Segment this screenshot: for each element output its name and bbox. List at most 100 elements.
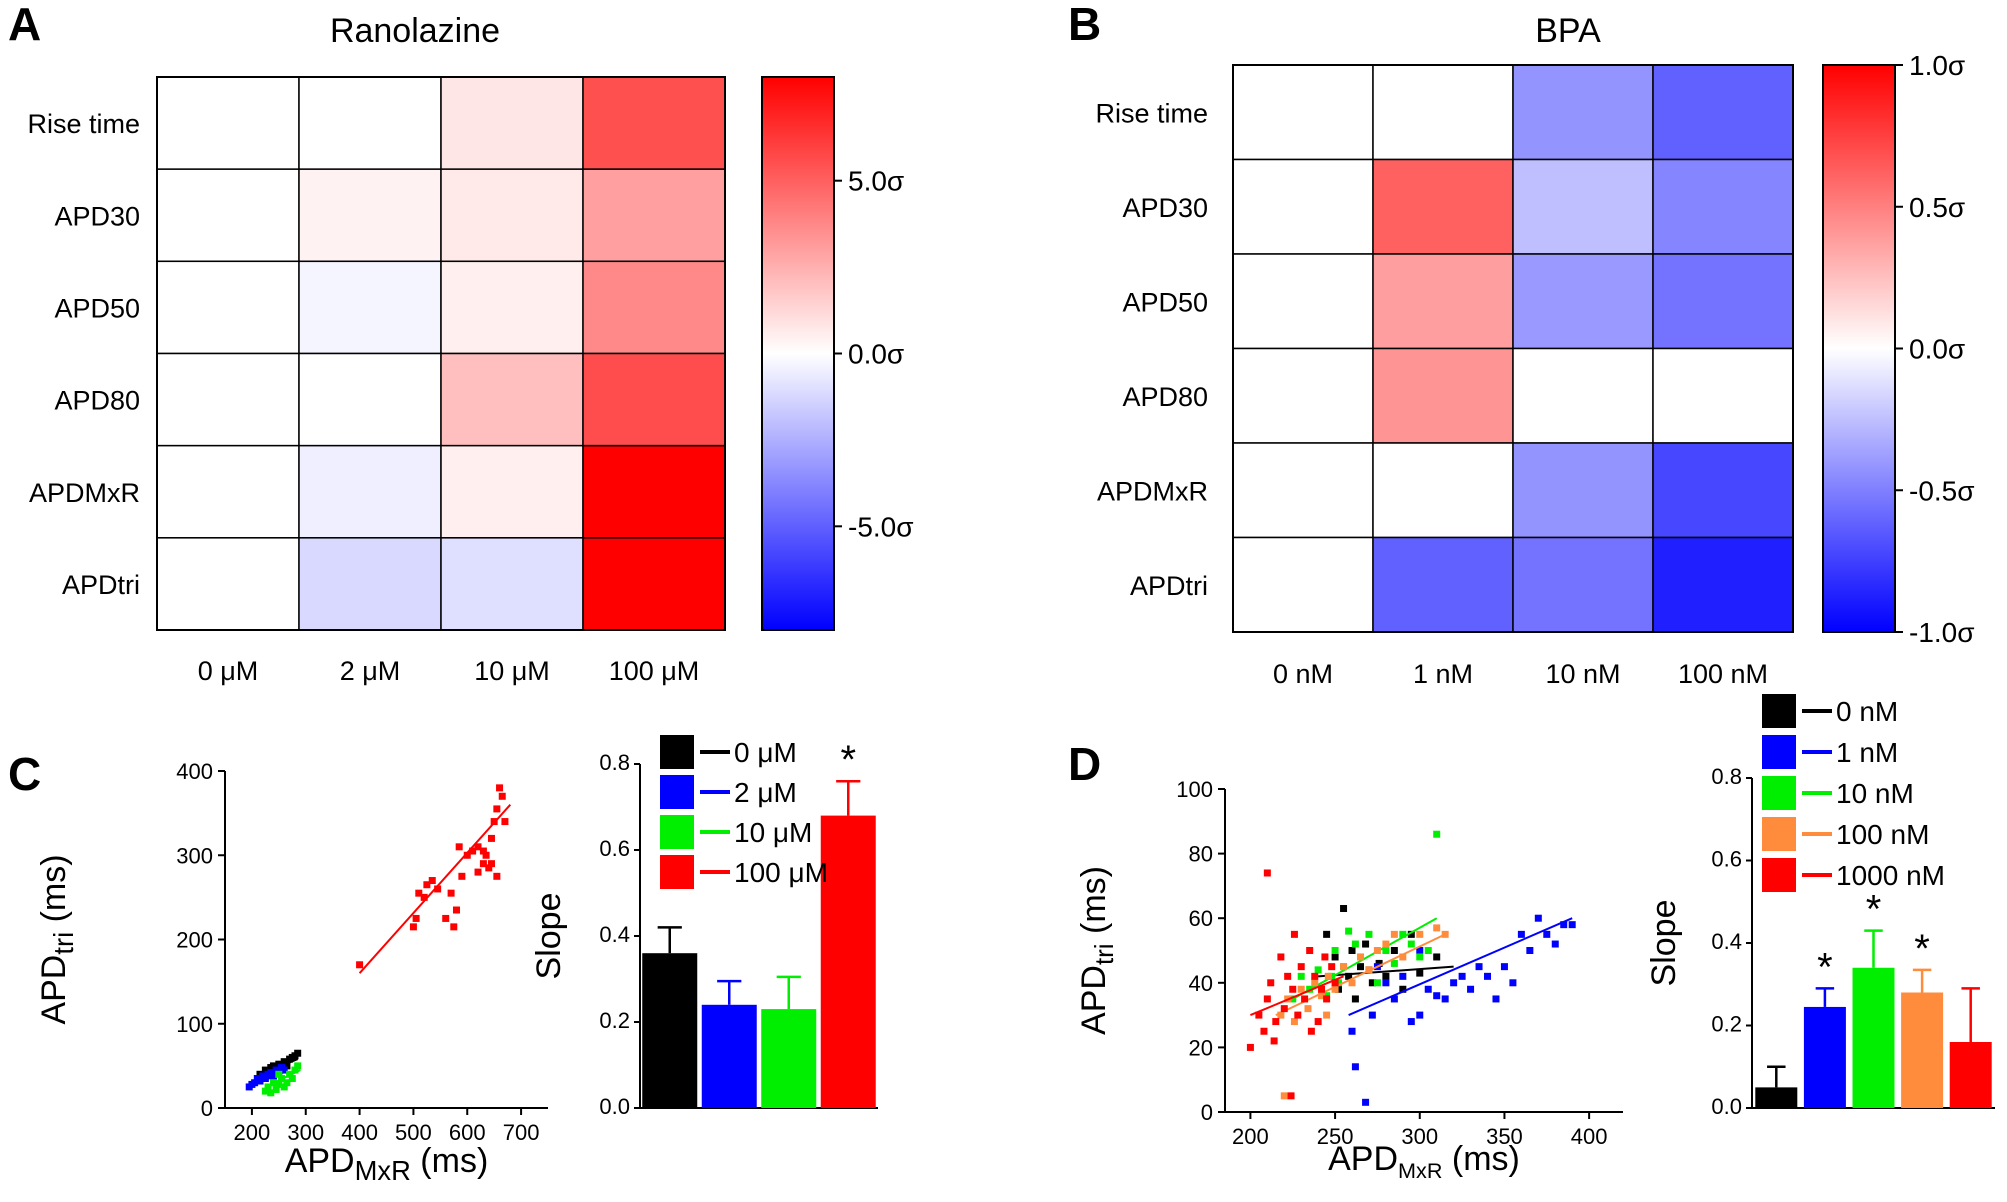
legend-swatch-D-1 [1762,735,1796,769]
scatter-point-D-2-13 [1390,959,1398,967]
heatmap-cell-B-1-3 [1652,158,1794,255]
x-tick-label: 350 [1486,1124,1523,1149]
scatter-point-D-0-16 [1348,947,1356,954]
scatter-point-D-4-24 [1270,1037,1278,1045]
heatmap-cell-A-2-2 [440,260,584,355]
y-axis-title: APDtri (ms) [1075,866,1119,1035]
heatmap-cell-A-0-3 [582,76,726,170]
y-axis-title-sub: tri [48,932,79,955]
scatter-point-D-4-10 [1294,1011,1302,1019]
scatter-point-D-1-5 [1399,972,1407,980]
scatter-point-D-4-6 [1277,953,1285,961]
scatter-point-D-0-9 [1382,972,1390,980]
bar-y-tick-label: 0.4 [1711,929,1742,954]
heatmap-row-label: APD50 [54,293,140,323]
scatter-point-C-3-19 [485,864,493,872]
scatter-point-C-3-2 [412,914,420,922]
heatmap-row-label: Rise time [27,109,140,139]
x-tick-label: 700 [503,1120,540,1145]
x-tick-label: 400 [1571,1124,1608,1149]
panel-label-D: D [1068,738,1101,790]
y-tick-label: 40 [1189,971,1213,996]
scatter-point-D-1-21 [1543,930,1551,938]
scatter-point-C-3-4 [420,893,428,901]
scatter-point-C-3-23 [496,784,504,792]
heatmap-cell-A-0-2 [440,76,584,170]
scatter-point-C-3-20 [487,834,495,842]
colorbar-tick-label: -5.0σ [848,511,914,542]
heatmap-frame-B [1232,64,1794,633]
scatter-point-C-2-0 [261,1087,269,1095]
y-tick-label: 0 [1201,1100,1213,1125]
fit-line-D-1 [1348,917,1573,1017]
heatmap-row-label: APDtri [1130,571,1208,601]
colorbar-tick-label: 5.0σ [848,166,904,197]
legend-swatch-D-2 [1762,776,1796,810]
scatter-point-D-3-15 [1390,930,1398,938]
colorbar-B [1822,64,1896,633]
scatter-point-D-2-17 [1424,947,1432,954]
scatter-point-D-0-0 [1323,930,1331,938]
x-axis-title-sub: MxR [1398,1158,1442,1183]
scatter-point-D-4-5 [1272,1018,1280,1026]
legend-swatch-D-3 [1762,817,1796,851]
legend-swatch-C-2 [660,815,694,849]
bar-y-axis-title: Slope [530,893,568,980]
heatmap-row-label: APDMxR [29,478,140,508]
scatter-point-D-0-4 [1351,995,1359,1003]
heatmap-row-label: Rise time [1095,98,1208,128]
heatmap-col-label: 10 nM [1545,659,1620,689]
bar-y-tick-label: 0.2 [1711,1012,1742,1037]
x-axis-title: APDMxR (ms) [285,1142,489,1186]
x-tick-label: 500 [395,1120,432,1145]
scatter-point-C-3-25 [501,818,509,826]
scatter-point-D-3-18 [1433,924,1441,932]
scatter-point-D-1-6 [1416,1011,1424,1019]
scatter-point-C-3-22 [493,805,501,813]
legend-label: 2 μM [734,777,797,808]
bar-y-tick-label: 0.2 [599,1008,630,1033]
scatter-point-C-2-10 [288,1075,296,1083]
scatter-point-D-4-9 [1289,985,1297,993]
scatter-point-D-3-13 [1373,947,1381,954]
heatmap-cell-B-5-2 [1512,536,1654,633]
heatmap-row-label: APDtri [62,570,140,600]
heatmap-row-label: APD50 [1122,287,1208,317]
scatter-point-D-4-18 [1328,963,1336,971]
scatter-point-D-4-13 [1306,947,1314,954]
heatmap-cell-A-3-1 [298,352,442,447]
bar-D-4 [1949,1042,1992,1108]
heatmap-cell-A-3-0 [156,352,300,447]
panel-label-B: B [1068,0,1101,50]
panel-label-C: C [8,748,41,800]
scatter-point-D-3-11 [1356,953,1364,961]
heatmap-cell-A-5-1 [298,537,442,631]
scatter-point-D-1-8 [1433,992,1441,1000]
scatter-point-C-2-8 [283,1079,291,1087]
scatter-point-D-2-8 [1351,940,1359,948]
heatmap-cell-A-0-1 [298,76,442,170]
scatter-point-C-3-27 [487,860,495,868]
y-axis-title-sub: tri [1091,943,1119,965]
bar-D-0 [1755,1087,1798,1108]
legend-label: 0 nM [1836,696,1898,727]
heatmap-row-label: APD30 [54,201,140,231]
heatmap-cell-A-1-0 [156,168,300,263]
heatmap-title-A: Ranolazine [330,12,500,50]
scatter-point-D-1-24 [1568,921,1576,929]
scatter-point-D-1-25 [1351,1063,1359,1071]
x-axis-title-unit: (ms) [1442,1140,1519,1178]
significance-star: * [1866,888,1882,932]
scatter-point-D-2-14 [1399,930,1407,938]
heatmap-cell-B-1-2 [1512,158,1654,255]
scatter-point-D-1-16 [1500,963,1508,971]
scatter-point-D-3-14 [1382,940,1390,948]
scatter-point-D-3-17 [1416,930,1424,938]
scatter-point-D-0-1 [1331,953,1339,961]
significance-star: * [840,738,856,782]
fit-line-D-4 [1250,975,1344,1017]
legend-label: 100 nM [1836,819,1929,850]
legend-label: 10 μM [734,817,812,848]
scatter-point-C-3-18 [482,851,490,859]
